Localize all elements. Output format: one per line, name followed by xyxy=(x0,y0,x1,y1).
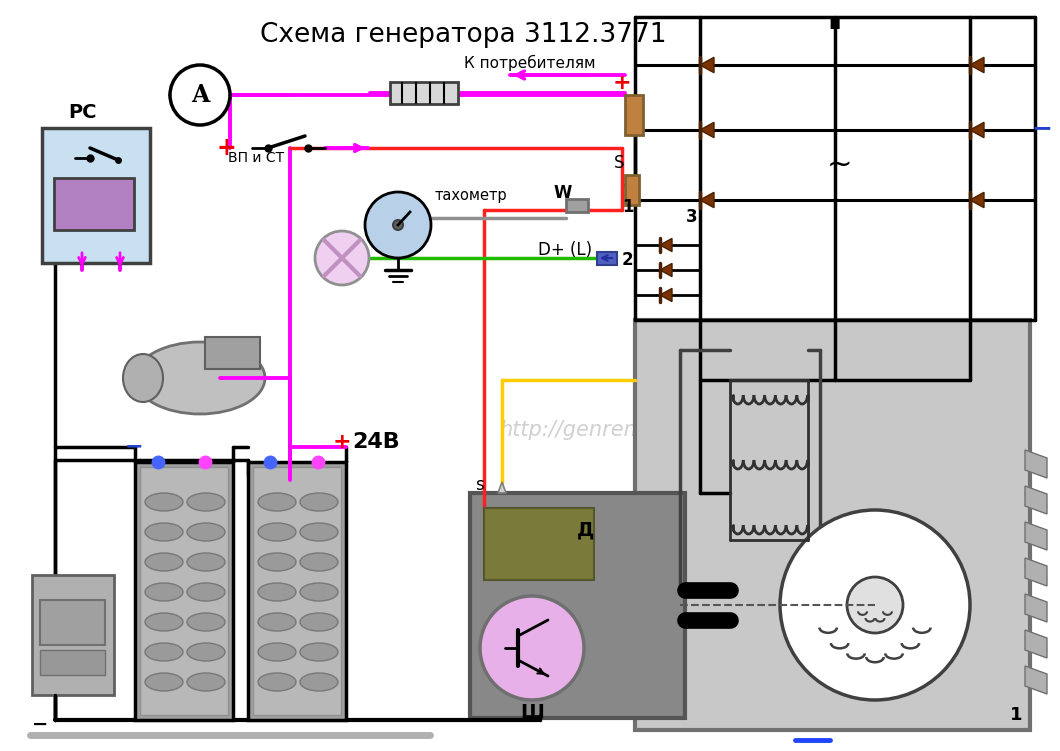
Polygon shape xyxy=(970,192,984,208)
Text: http://genrem.narod.ru: http://genrem.narod.ru xyxy=(499,420,740,440)
Circle shape xyxy=(365,192,431,258)
Text: РС: РС xyxy=(68,103,96,122)
Ellipse shape xyxy=(187,583,225,601)
Bar xyxy=(140,467,228,715)
Ellipse shape xyxy=(258,673,296,691)
Bar xyxy=(625,175,639,205)
Text: Д: Д xyxy=(577,520,594,539)
Ellipse shape xyxy=(145,643,183,661)
Text: 24В: 24В xyxy=(352,432,400,452)
Polygon shape xyxy=(498,482,506,493)
Bar xyxy=(484,508,594,580)
Polygon shape xyxy=(1025,666,1047,694)
Polygon shape xyxy=(660,264,672,276)
Ellipse shape xyxy=(187,523,225,541)
Text: +: + xyxy=(333,432,352,452)
Ellipse shape xyxy=(300,643,338,661)
Circle shape xyxy=(170,65,230,125)
Ellipse shape xyxy=(187,553,225,571)
Ellipse shape xyxy=(135,342,265,414)
Bar xyxy=(625,95,643,135)
Ellipse shape xyxy=(258,493,296,511)
Text: S: S xyxy=(614,154,624,172)
Ellipse shape xyxy=(145,583,183,601)
Bar xyxy=(635,320,1030,730)
Bar xyxy=(40,650,105,675)
Bar xyxy=(597,252,617,265)
Polygon shape xyxy=(660,238,672,252)
Polygon shape xyxy=(1025,450,1047,478)
Bar xyxy=(54,178,134,230)
Circle shape xyxy=(847,577,903,633)
Polygon shape xyxy=(700,122,714,137)
Ellipse shape xyxy=(300,613,338,631)
Text: W: W xyxy=(553,184,571,202)
Ellipse shape xyxy=(300,553,338,571)
Polygon shape xyxy=(1025,558,1047,586)
Bar xyxy=(40,600,105,645)
Bar xyxy=(248,462,346,720)
Text: −: − xyxy=(32,715,49,734)
Text: К потребителям: К потребителям xyxy=(464,55,596,71)
Ellipse shape xyxy=(300,583,338,601)
Polygon shape xyxy=(1025,630,1047,658)
Ellipse shape xyxy=(145,673,183,691)
Text: +: + xyxy=(613,73,632,93)
Text: +: + xyxy=(216,136,236,160)
Ellipse shape xyxy=(258,643,296,661)
Bar xyxy=(135,462,233,720)
Polygon shape xyxy=(970,122,984,137)
Circle shape xyxy=(315,231,369,285)
Polygon shape xyxy=(1025,594,1047,622)
Ellipse shape xyxy=(145,613,183,631)
Bar xyxy=(205,337,260,369)
Bar xyxy=(32,575,114,695)
Ellipse shape xyxy=(300,493,338,511)
Ellipse shape xyxy=(187,673,225,691)
Polygon shape xyxy=(700,192,714,208)
Ellipse shape xyxy=(300,673,338,691)
Polygon shape xyxy=(1025,522,1047,550)
Text: A: A xyxy=(191,83,209,107)
Ellipse shape xyxy=(258,553,296,571)
Ellipse shape xyxy=(145,553,183,571)
Text: II: II xyxy=(828,15,842,33)
Bar xyxy=(390,82,458,104)
Text: Схема генератора 3112.3771: Схема генератора 3112.3771 xyxy=(260,22,667,48)
Bar xyxy=(470,493,685,718)
Polygon shape xyxy=(970,57,984,73)
Polygon shape xyxy=(660,288,672,302)
Text: −: − xyxy=(1031,116,1053,140)
Ellipse shape xyxy=(187,493,225,511)
Ellipse shape xyxy=(300,523,338,541)
Ellipse shape xyxy=(258,583,296,601)
Text: −: − xyxy=(125,436,143,456)
Ellipse shape xyxy=(258,523,296,541)
Text: 1: 1 xyxy=(1010,706,1023,724)
Text: s: s xyxy=(475,476,483,494)
Ellipse shape xyxy=(145,493,183,511)
Text: Ш: Ш xyxy=(520,702,544,722)
Text: 1: 1 xyxy=(622,198,634,216)
Ellipse shape xyxy=(123,354,163,402)
Polygon shape xyxy=(700,57,714,73)
Text: D+ (L): D+ (L) xyxy=(538,241,593,259)
Circle shape xyxy=(780,510,970,700)
Text: 2: 2 xyxy=(622,251,634,269)
Ellipse shape xyxy=(145,523,183,541)
Text: 3: 3 xyxy=(686,208,697,226)
Circle shape xyxy=(480,596,584,700)
Polygon shape xyxy=(1025,486,1047,514)
Bar xyxy=(253,467,341,715)
Text: ВП и СТ: ВП и СТ xyxy=(228,151,284,165)
Bar xyxy=(566,199,588,212)
Ellipse shape xyxy=(187,643,225,661)
Circle shape xyxy=(393,220,403,230)
Text: ~: ~ xyxy=(827,150,852,179)
Ellipse shape xyxy=(187,613,225,631)
Bar xyxy=(42,128,151,263)
Text: тахометр: тахометр xyxy=(435,188,508,203)
Ellipse shape xyxy=(258,613,296,631)
